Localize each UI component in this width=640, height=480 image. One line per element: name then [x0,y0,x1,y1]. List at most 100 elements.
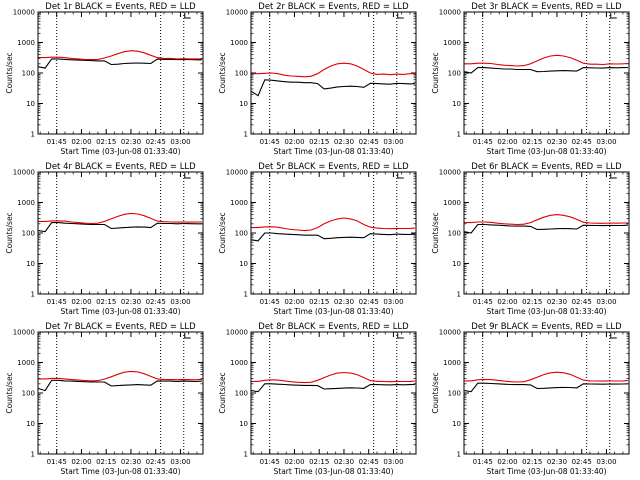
y-tick-label: 10000 [439,329,461,337]
y-tick-label: 1 [31,131,35,139]
x-axis-label: Start Time (03-Jun-08 01:33:40) [274,307,394,316]
y-tick-label: 10 [452,260,461,268]
x-tick-label: 01:45 [260,298,280,306]
x-tick-label: 02:00 [284,138,304,146]
panel-title: Det 2r BLACK = Events, RED = LLD [258,2,409,12]
y-axis-label: Counts/sec [5,52,14,93]
y-tick-label: 1000 [17,199,35,207]
y-tick-label: 1 [31,451,35,459]
y-tick-label: 10 [452,100,461,108]
x-tick-label: 02:30 [121,138,141,146]
x-axis-label: Start Time (03-Jun-08 01:33:40) [61,147,181,156]
y-tick-label: 10000 [226,329,248,337]
x-tick-label: 02:30 [334,458,354,466]
top-bracket-marker [610,13,617,19]
panel-title: Det 8r BLACK = Events, RED = LLD [258,322,409,332]
y-tick-label: 1000 [230,199,248,207]
y-tick-label: 100 [235,230,248,238]
x-tick-label: 02:00 [71,138,91,146]
y-tick-label: 10 [26,260,35,268]
y-tick-label: 100 [448,230,461,238]
x-tick-label: 02:00 [71,458,91,466]
y-tick-label: 100 [22,390,35,398]
y-axis-label: Counts/sec [5,212,14,253]
x-tick-label: 01:45 [473,138,493,146]
y-axis-label: Counts/sec [218,52,227,93]
y-tick-label: 10 [26,420,35,428]
events-series-line [38,58,202,69]
y-tick-label: 100 [22,230,35,238]
x-tick-label: 02:45 [572,138,592,146]
x-tick-label: 02:30 [547,458,567,466]
x-tick-label: 03:00 [383,298,403,306]
lld-series-line [38,212,202,225]
events-series-line [251,383,415,393]
x-tick-label: 02:00 [284,458,304,466]
y-tick-label: 1000 [230,39,248,47]
chart-panel-1: Det 1r BLACK = Events, RED = LLD 1 10 100 10… [5,2,204,156]
x-tick-label: 01:45 [47,458,67,466]
y-tick-label: 1 [244,451,248,459]
y-tick-label: 10000 [226,9,248,17]
lld-series-line [251,217,415,232]
x-axis-label: Start Time (03-Jun-08 01:33:40) [61,307,181,316]
y-tick-label: 100 [448,70,461,78]
y-axis-label: Counts/sec [431,372,440,413]
top-bracket-marker [184,333,191,339]
chart-panel-8: Det 8r BLACK = Events, RED = LLD 1 10 100 10… [218,322,417,476]
x-tick-label: 02:15 [309,138,329,146]
events-series-line [464,382,628,393]
top-bracket-marker [397,333,404,339]
x-tick-label: 02:00 [497,458,517,466]
events-series-line [251,232,415,242]
y-tick-label: 1 [31,291,35,299]
chart-panel-6: Det 6r BLACK = Events, RED = LLD 1 10 100 10… [431,162,630,316]
plot-frame [250,331,417,455]
y-tick-label: 1000 [17,359,35,367]
y-tick-label: 1000 [443,39,461,47]
x-axis-label: Start Time (03-Jun-08 01:33:40) [487,307,607,316]
chart-panel-9: Det 9r BLACK = Events, RED = LLD 1 10 100 10… [431,322,630,476]
x-tick-label: 02:00 [497,298,517,306]
x-axis-label: Start Time (03-Jun-08 01:33:40) [274,147,394,156]
x-axis-label: Start Time (03-Jun-08 01:33:40) [487,467,607,476]
x-tick-label: 02:30 [121,298,141,306]
x-tick-label: 02:30 [547,138,567,146]
plot-frame [37,11,204,135]
y-tick-label: 100 [235,70,248,78]
x-tick-label: 03:00 [170,298,190,306]
x-tick-label: 02:15 [96,298,116,306]
x-tick-label: 01:45 [47,298,67,306]
x-tick-label: 02:15 [309,298,329,306]
events-series-line [464,67,628,74]
lld-series-line [251,371,415,384]
x-tick-label: 02:45 [359,138,379,146]
events-series-line [38,379,202,392]
x-tick-label: 01:45 [47,138,67,146]
y-tick-label: 10 [239,100,248,108]
events-series-line [251,79,415,97]
chart-panel-7: Det 7r BLACK = Events, RED = LLD 1 10 100 10… [5,322,204,476]
x-tick-label: 01:45 [473,458,493,466]
x-tick-label: 03:00 [596,458,616,466]
y-tick-label: 10000 [13,9,35,17]
x-tick-label: 02:15 [309,458,329,466]
lld-series-line [251,62,415,78]
y-tick-label: 1 [457,291,461,299]
y-tick-label: 1 [244,131,248,139]
x-tick-label: 02:45 [572,458,592,466]
x-tick-label: 03:00 [596,298,616,306]
plot-frame [463,331,630,455]
y-axis-label: Counts/sec [218,372,227,413]
x-axis-label: Start Time (03-Jun-08 01:33:40) [61,467,181,476]
x-tick-label: 02:00 [284,298,304,306]
panel-title: Det 6r BLACK = Events, RED = LLD [471,162,622,172]
x-tick-label: 02:15 [522,298,542,306]
x-tick-label: 02:15 [96,458,116,466]
top-bracket-marker [397,173,404,179]
plot-frame [463,171,630,295]
x-tick-label: 02:30 [334,138,354,146]
y-tick-label: 1 [244,291,248,299]
plot-frame [463,11,630,135]
